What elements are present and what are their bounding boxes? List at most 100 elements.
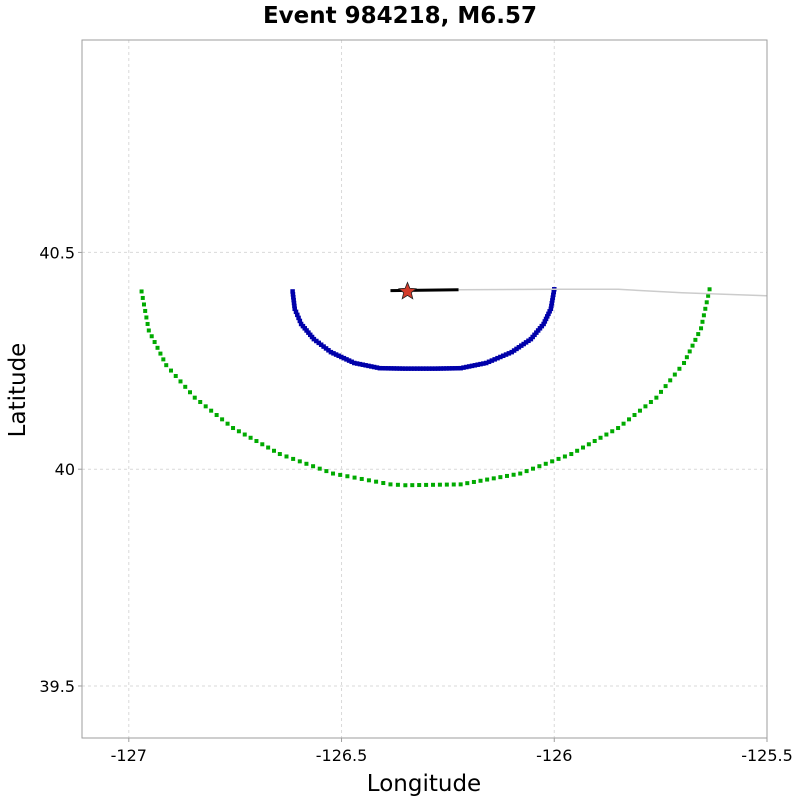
data-point <box>569 452 574 457</box>
data-point <box>410 483 415 488</box>
data-point <box>363 363 368 368</box>
data-point <box>391 366 397 371</box>
data-point <box>321 344 326 349</box>
data-point <box>291 300 297 306</box>
data-point <box>242 432 247 437</box>
data-point <box>556 456 561 461</box>
data-point <box>164 363 169 368</box>
data-point <box>495 355 500 361</box>
data-point <box>417 483 422 488</box>
data-point <box>366 478 371 483</box>
x-axis-label: Longitude <box>367 771 481 797</box>
data-point <box>637 408 642 413</box>
data-point <box>551 289 557 295</box>
data-point <box>435 366 441 371</box>
data-point <box>220 417 225 422</box>
data-point <box>485 477 490 482</box>
y-tick-label: 40.5 <box>39 243 75 262</box>
data-point <box>198 400 203 405</box>
data-point <box>704 300 709 305</box>
data-point <box>260 442 265 447</box>
data-point <box>377 365 383 371</box>
data-point <box>483 360 489 366</box>
data-point <box>409 366 414 371</box>
data-point <box>486 359 492 365</box>
data-point <box>424 482 429 487</box>
data-point <box>489 358 495 363</box>
data-point <box>291 294 296 300</box>
data-point <box>183 384 188 389</box>
data-point <box>464 364 469 370</box>
data-point <box>592 439 597 444</box>
data-point <box>248 435 253 440</box>
data-point <box>145 321 150 326</box>
data-point <box>326 348 331 353</box>
data-point <box>586 442 591 447</box>
data-point <box>341 355 347 361</box>
data-point <box>374 365 380 370</box>
data-point <box>551 292 556 298</box>
data-point <box>696 332 701 337</box>
data-point <box>437 482 442 487</box>
data-point <box>521 341 526 347</box>
data-point <box>526 338 531 344</box>
data-point <box>271 448 276 453</box>
data-point <box>346 358 352 363</box>
data-point <box>225 421 230 426</box>
data-point <box>295 312 300 318</box>
data-point <box>146 328 151 333</box>
data-point <box>511 348 517 353</box>
grid-layer <box>82 40 768 738</box>
data-point <box>344 357 349 362</box>
data-point <box>140 295 145 300</box>
data-point <box>471 479 476 484</box>
data-layer <box>139 281 768 488</box>
data-point <box>545 314 550 319</box>
x-tick-label: -127 <box>111 746 147 765</box>
data-point <box>293 309 299 315</box>
data-point <box>152 340 157 345</box>
data-point <box>231 426 236 431</box>
data-point <box>648 400 653 405</box>
plot-frame <box>81 39 768 739</box>
data-point <box>672 372 677 377</box>
data-point <box>290 292 296 297</box>
data-point <box>141 302 146 307</box>
data-point <box>297 318 303 324</box>
data-point <box>706 293 711 298</box>
data-point <box>352 475 357 480</box>
data-point <box>155 345 160 350</box>
data-point <box>546 311 551 317</box>
data-point <box>550 298 555 303</box>
data-point <box>338 472 343 477</box>
data-point <box>438 366 444 371</box>
data-point <box>311 464 316 469</box>
data-point <box>345 474 350 479</box>
data-point <box>173 373 178 378</box>
data-point <box>400 366 405 371</box>
data-point <box>500 353 506 359</box>
data-point <box>703 306 708 311</box>
data-point <box>621 421 626 426</box>
data-point <box>349 359 354 365</box>
data-point <box>203 404 208 409</box>
data-point <box>418 366 423 371</box>
data-point <box>458 365 463 371</box>
data-point <box>506 351 512 356</box>
data-point <box>277 452 282 457</box>
data-point <box>514 346 519 352</box>
data-point <box>297 459 302 464</box>
trace-line <box>458 288 768 297</box>
data-point <box>537 464 542 469</box>
data-point <box>149 334 154 339</box>
x-tick-label: -126 <box>536 746 572 765</box>
data-point <box>412 366 417 371</box>
data-point <box>658 389 663 394</box>
data-point <box>541 321 546 327</box>
series-1 <box>290 287 557 371</box>
data-point <box>395 482 400 487</box>
data-point <box>339 354 344 360</box>
data-point <box>503 352 509 357</box>
data-point <box>284 454 289 459</box>
data-point <box>291 297 296 303</box>
